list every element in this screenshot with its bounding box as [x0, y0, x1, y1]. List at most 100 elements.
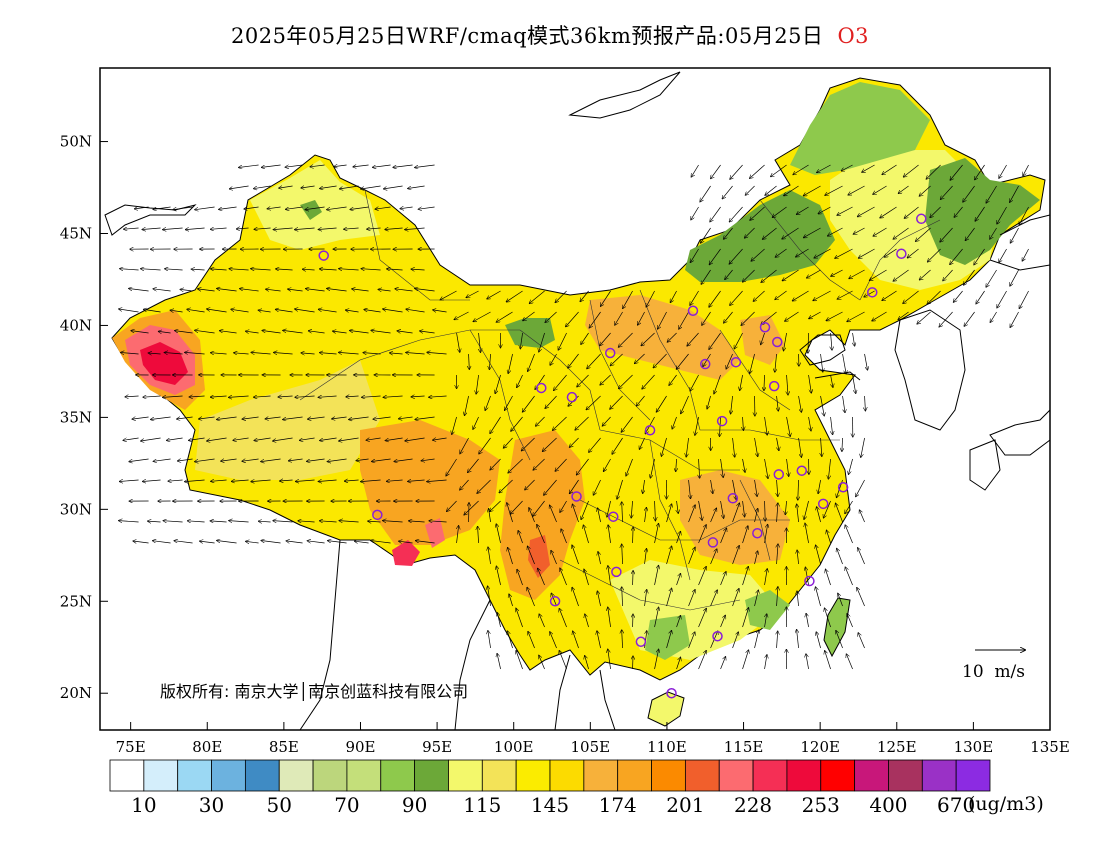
- wind-arrow: [845, 525, 853, 544]
- wind-arrow: [517, 374, 523, 387]
- wind-arrow: [554, 374, 567, 390]
- wind-arrow: [764, 458, 768, 478]
- wind-arrow: [211, 228, 227, 229]
- wind-arrow: [523, 395, 535, 412]
- legend-swatch: [211, 759, 246, 792]
- legend-label: 70: [334, 793, 360, 817]
- wind-arrow: [371, 330, 391, 334]
- wind-arrow: [907, 248, 919, 258]
- wind-arrow: [676, 657, 681, 670]
- wind-arrow: [460, 479, 469, 490]
- wind-arrow: [732, 589, 739, 607]
- wind-arrow: [666, 588, 672, 607]
- wind-arrow: [765, 185, 777, 195]
- wind-arrow: [831, 332, 832, 350]
- station-marker: [707, 537, 719, 548]
- lon-tick-label: 135E: [1030, 738, 1070, 756]
- legend-swatch: [177, 759, 212, 792]
- legend-swatch: [955, 759, 991, 792]
- wind-arrow: [646, 290, 655, 307]
- wind-arrow: [517, 570, 523, 586]
- wind-arrow: [943, 269, 953, 281]
- wind-arrow: [699, 458, 700, 478]
- latitude-axis: 20N 25N 30N 35N 40N 45N 50N: [60, 133, 108, 702]
- wind-arrow: [730, 164, 743, 179]
- lon-tick-label: 75E: [116, 738, 146, 756]
- wind-arrow: [858, 633, 865, 649]
- wind-arrow: [639, 437, 645, 449]
- wind-arrow: [570, 437, 579, 447]
- wind-arrow: [816, 545, 821, 565]
- wind-arrow: [415, 164, 435, 168]
- wind-arrow: [637, 395, 645, 406]
- station-marker: [566, 391, 578, 403]
- wind-arrow: [262, 164, 281, 167]
- wind-arrow: [849, 458, 853, 474]
- wind-arrow: [838, 593, 843, 607]
- wind-arrow: [496, 524, 501, 544]
- wind-arrow: [734, 332, 743, 349]
- wind-arrow: [366, 438, 381, 440]
- wind-arrow: [490, 458, 501, 470]
- wind-arrow: [831, 269, 843, 276]
- wind-arrow: [332, 417, 347, 419]
- wind-arrow: [645, 549, 647, 565]
- wind-arrow: [141, 437, 161, 441]
- wind-arrow: [585, 656, 589, 670]
- wind-arrow: [742, 650, 749, 670]
- wind-arrow: [507, 631, 513, 649]
- wind-arrow: [408, 185, 425, 189]
- wind-arrow: [385, 228, 403, 230]
- legend-swatch: [854, 759, 889, 792]
- station-marker: [817, 498, 829, 510]
- wind-arrow: [495, 374, 501, 394]
- wind-arrow: [798, 479, 799, 500]
- wind-arrow: [375, 207, 391, 209]
- wind-arrow: [698, 609, 707, 628]
- station-marker: [687, 305, 699, 316]
- wind-arrow: [621, 416, 633, 432]
- wind-arrow: [550, 505, 557, 523]
- wind-arrow: [764, 525, 768, 544]
- zone-green-xinjiang-north: [300, 200, 322, 220]
- wind-arrow: [383, 521, 403, 522]
- wind-arrow: [777, 479, 778, 496]
- wind-arrow: [824, 500, 831, 518]
- wind-arrow: [732, 479, 737, 500]
- wind-arrow: [777, 631, 778, 649]
- wind-arrow: [825, 608, 831, 628]
- wind-arrow: [615, 311, 623, 325]
- wind-arrow: [729, 206, 743, 222]
- wind-arrow: [420, 331, 435, 333]
- wind-arrow: [476, 374, 479, 394]
- wind-arrow: [199, 417, 215, 419]
- wind-arrow: [153, 206, 171, 209]
- wind-arrow: [577, 458, 589, 475]
- wind-arrow: [826, 311, 843, 321]
- zone-light-yellow-west: [195, 360, 380, 480]
- wind-arrow: [339, 352, 359, 354]
- wind-arrow: [509, 594, 513, 607]
- wind-arrow: [743, 269, 755, 282]
- wind-arrow: [559, 651, 567, 670]
- wind-arrow: [539, 655, 545, 670]
- wind-arrow: [687, 332, 699, 346]
- wind-arrow: [355, 541, 369, 543]
- wind-arrow: [919, 185, 931, 196]
- wind-arrow: [585, 614, 589, 628]
- wind-arrow: [818, 206, 831, 214]
- wind-arrow: [784, 185, 799, 196]
- wind-arrow: [730, 290, 743, 305]
- wind-arrow: [120, 480, 139, 482]
- wind-arrow: [589, 437, 601, 452]
- wind-arrow: [589, 311, 601, 328]
- wind-arrow: [884, 248, 897, 257]
- wind-arrow: [551, 593, 557, 607]
- wind-arrow: [489, 509, 491, 523]
- wind-arrow: [219, 206, 237, 209]
- wind-arrow: [777, 544, 778, 565]
- lat-tick-label: 40N: [60, 316, 92, 334]
- legend-label: 400: [869, 793, 908, 817]
- wind-arrow: [508, 548, 513, 565]
- wind-arrow: [808, 416, 811, 431]
